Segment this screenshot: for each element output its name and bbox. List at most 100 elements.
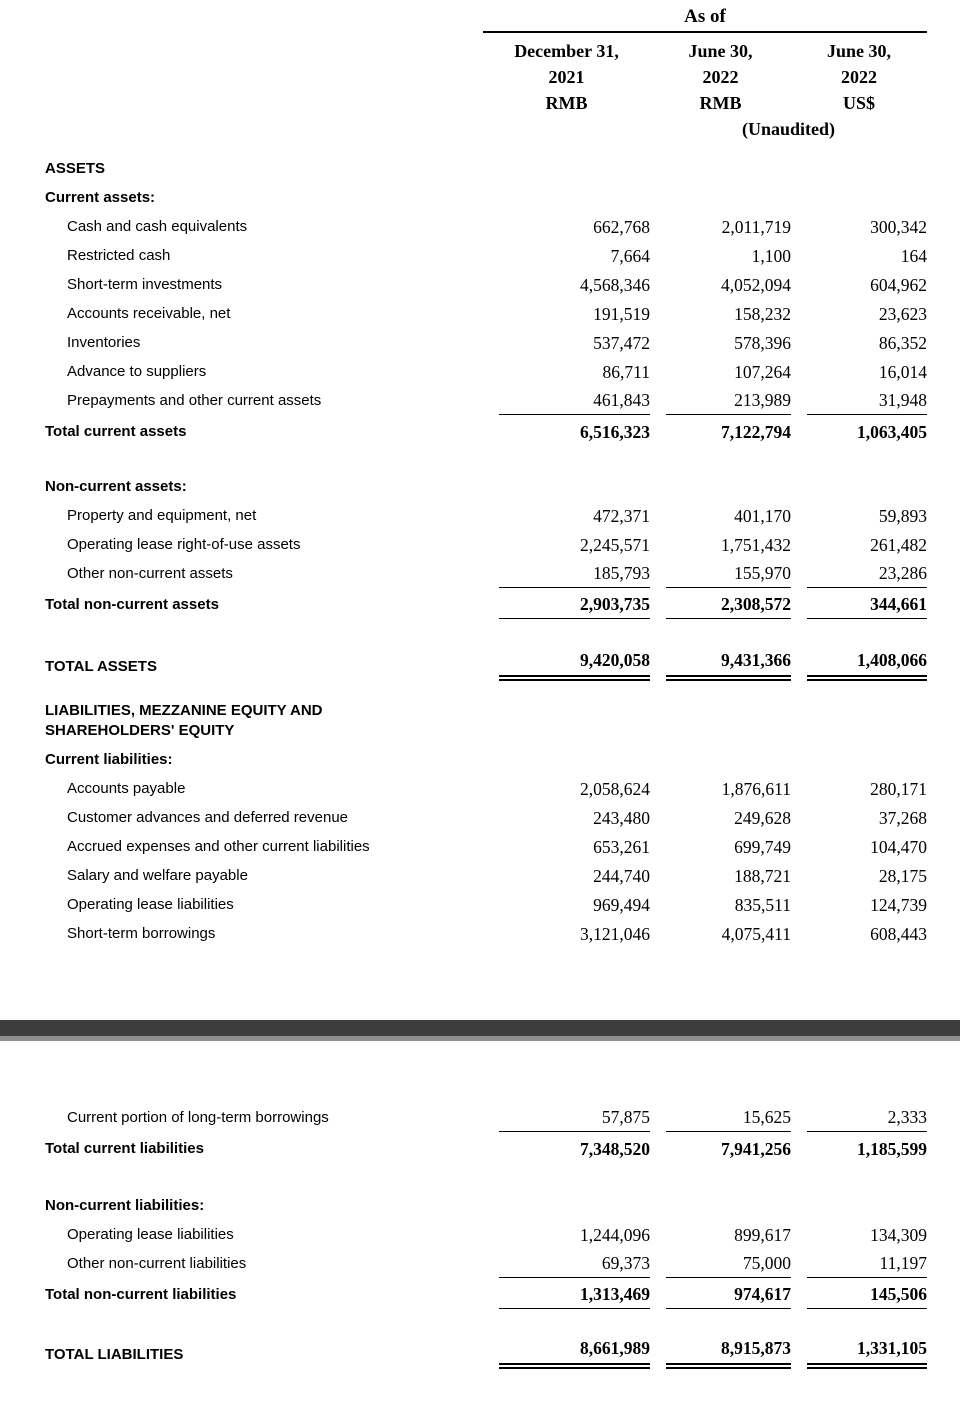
value-cell (499, 180, 650, 183)
row-label: Other non-current liabilities (67, 1255, 247, 1272)
row-label: Other non-current assets (67, 565, 233, 582)
spacer (45, 1163, 960, 1191)
value-cell (807, 1217, 927, 1220)
row-label: Accrued expenses and other current liabi… (67, 838, 370, 855)
row-label: ASSETS (45, 160, 106, 177)
value-cell: 213,989 (666, 389, 791, 415)
value-cell: 662,768 (593, 217, 650, 237)
value-cell: 699,749 (734, 837, 791, 857)
spacer (45, 681, 960, 701)
total-assets: TOTAL ASSETS 9,420,058 9,431,366 1,408,066 (45, 647, 960, 681)
row-label: Current liabilities: (45, 751, 173, 768)
value-cell: 16,014 (878, 362, 927, 382)
line-item-row: Other non-current assets 185,793 155,970 23… (45, 559, 960, 588)
value-cell: 164 (900, 246, 927, 266)
column-header-jun-30-2022-rmb: June 30, 2022 RMB (650, 33, 791, 116)
row-label: Restricted cash (67, 247, 171, 264)
value-cell: 4,052,094 (721, 275, 791, 295)
line-item-row: Advance to suppliers 86,711 107,264 16,014 (45, 357, 960, 386)
row-label: Current portion of long-term borrowings (67, 1109, 329, 1126)
section-current-assets: Current assets: (45, 183, 960, 212)
value-cell: 249,628 (734, 808, 791, 828)
line-item-row: Accounts receivable, net 191,519 158,232 23… (45, 299, 960, 328)
line-item-row: Operating lease liabilities 969,494 835,51… (45, 890, 960, 919)
spacer (45, 446, 960, 472)
spacer (45, 948, 960, 1020)
row-label: TOTAL ASSETS (45, 658, 157, 675)
value-cell: 243,480 (593, 808, 650, 828)
row-label: Advance to suppliers (67, 363, 207, 380)
value-cell: 604,962 (870, 275, 927, 295)
value-cell: 244,740 (593, 866, 650, 886)
value-cell: 974,617 (666, 1283, 791, 1309)
value-cell (807, 771, 927, 774)
value-cell: 155,970 (666, 562, 791, 588)
value-cell: 7,664 (610, 246, 650, 266)
value-cell: 899,617 (734, 1225, 791, 1245)
value-cell: 23,623 (878, 304, 927, 324)
spacer (45, 1041, 960, 1103)
total-non-current-liabilities: Total non-current liabilities 1,313,469 97… (45, 1278, 960, 1309)
as-of-header: As of (483, 6, 927, 33)
row-label: Customer advances and deferred revenue (67, 809, 349, 826)
column-year: 2022 (702, 67, 739, 87)
line-item-row: Accrued expenses and other current liabi… (45, 832, 960, 861)
row-label: Operating lease liabilities (67, 896, 234, 913)
value-cell: 69,373 (499, 1252, 650, 1278)
value-cell: 280,171 (870, 779, 927, 799)
value-cell (807, 498, 927, 501)
value-cell (499, 1217, 650, 1220)
column-year: 2022 (841, 67, 877, 87)
value-cell: 9,431,366 (666, 649, 791, 681)
column-currency: US$ (842, 93, 875, 113)
value-cell (666, 1217, 791, 1220)
row-label: Current assets: (45, 189, 156, 206)
value-cell: 75,000 (666, 1252, 791, 1278)
row-label: Operating lease right-of-use assets (67, 536, 301, 553)
table-header-asof: As of (45, 6, 960, 33)
row-label: Cash and cash equivalents (67, 218, 248, 235)
value-cell: 1,313,469 (499, 1283, 650, 1309)
value-cell: 2,058,624 (580, 779, 650, 799)
value-cell: 608,443 (870, 924, 927, 944)
column-currency: RMB (699, 93, 742, 113)
value-cell: 1,751,432 (721, 535, 791, 555)
value-cell: 653,261 (593, 837, 650, 857)
value-cell: 124,739 (870, 895, 927, 915)
value-cell: 104,470 (870, 837, 927, 857)
header-spacer (45, 33, 483, 116)
balance-sheet-document: As of December 31, 2021 RMB June 30, 202… (0, 6, 960, 1369)
line-item-row: Short-term investments 4,568,346 4,052,094… (45, 270, 960, 299)
row-label: Total current liabilities (45, 1140, 204, 1157)
row-label: LIABILITIES, MEZZANINE EQUITY AND SHAREH… (45, 702, 323, 739)
row-label: Short-term borrowings (67, 925, 216, 942)
row-label: Inventories (67, 334, 141, 351)
value-cell: 191,519 (593, 304, 650, 324)
line-item-row: Prepayments and other current assets 461,… (45, 386, 960, 415)
value-cell: 2,903,735 (499, 593, 650, 619)
row-label: Salary and welfare payable (67, 867, 248, 884)
section-assets: ASSETS (45, 154, 960, 183)
row-label: Accounts payable (67, 780, 186, 797)
column-header-jun-30-2022-usd: June 30, 2022 US$ (791, 33, 927, 116)
line-item-row: Salary and welfare payable 244,740 188,721… (45, 861, 960, 890)
row-label: Total current assets (45, 423, 187, 440)
value-cell: 969,494 (593, 895, 650, 915)
row-label: Short-term investments (67, 276, 223, 293)
total-liabilities: TOTAL LIABILITIES 8,661,989 8,915,873 1,331… (45, 1335, 960, 1369)
value-cell: 261,482 (870, 535, 927, 555)
row-label: TOTAL LIABILITIES (45, 1346, 184, 1363)
value-cell: 185,793 (499, 562, 650, 588)
value-cell: 86,711 (602, 362, 650, 382)
row-label: Accounts receivable, net (67, 305, 231, 322)
line-item-row: Short-term borrowings 3,121,046 4,075,411 6… (45, 919, 960, 948)
header-spacer (483, 116, 650, 142)
value-cell: 59,893 (878, 506, 927, 526)
column-year: 2021 (548, 67, 585, 87)
value-cell: 1,244,096 (580, 1225, 650, 1245)
value-cell: 537,472 (593, 333, 650, 353)
value-cell: 7,941,256 (721, 1139, 791, 1159)
header-spacer (45, 6, 483, 33)
value-cell: 835,511 (734, 895, 791, 915)
row-label: Operating lease liabilities (67, 1226, 234, 1243)
